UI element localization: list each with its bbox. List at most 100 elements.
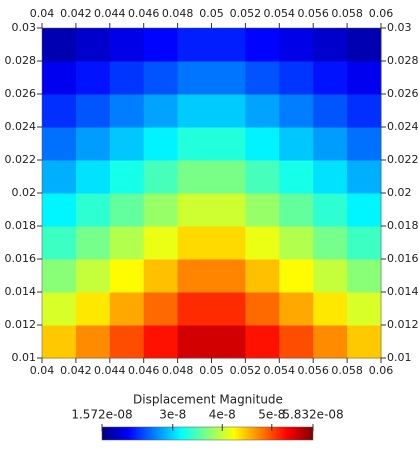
heatmap-cell bbox=[313, 226, 348, 260]
heatmap-cell bbox=[279, 193, 314, 227]
heatmap-cell bbox=[143, 325, 179, 359]
heatmap-cell bbox=[109, 193, 145, 227]
heatmap-cell bbox=[42, 193, 77, 227]
heatmap-cell bbox=[75, 160, 111, 194]
heatmap-cell bbox=[75, 61, 111, 95]
heatmap-cell bbox=[279, 226, 314, 260]
y-tick-label: 0.026 bbox=[5, 87, 37, 100]
y-tick-label: 0.028 bbox=[387, 54, 419, 67]
x-tick-label: 0.058 bbox=[331, 364, 363, 377]
heatmap-cell bbox=[177, 94, 212, 128]
heatmap-cell bbox=[279, 325, 314, 359]
heatmap-cell bbox=[279, 28, 314, 62]
heatmap-cell bbox=[313, 292, 348, 326]
heatmap-cell bbox=[211, 292, 246, 326]
heatmap-cell bbox=[347, 94, 382, 128]
heatmap-cell bbox=[279, 292, 314, 326]
heatmap-cell bbox=[279, 160, 314, 194]
y-tick-label: 0.024 bbox=[387, 120, 419, 133]
heatmap-cell bbox=[313, 193, 348, 227]
heatmap-cell bbox=[177, 226, 212, 260]
heatmap-cell bbox=[177, 325, 212, 359]
heatmap-cell bbox=[177, 28, 212, 62]
heatmap-cell bbox=[177, 259, 212, 293]
y-tick-label: 0.014 bbox=[387, 285, 419, 298]
heatmap-cell bbox=[75, 292, 111, 326]
x-tick-label: 0.058 bbox=[331, 7, 363, 20]
x-tick-label: 0.044 bbox=[94, 364, 126, 377]
heatmap-cell bbox=[75, 127, 111, 161]
heatmap-cell bbox=[42, 160, 77, 194]
heatmap-cell bbox=[279, 259, 314, 293]
x-tick-label: 0.048 bbox=[162, 364, 194, 377]
x-tick-label: 0.04 bbox=[30, 364, 55, 377]
heatmap-cell bbox=[109, 160, 145, 194]
x-tick-label: 0.06 bbox=[369, 364, 394, 377]
heatmap-cell bbox=[75, 325, 111, 359]
heatmap-cell bbox=[279, 61, 314, 95]
heatmap-cell bbox=[313, 160, 348, 194]
heatmap-cell bbox=[109, 61, 145, 95]
heatmap-cell bbox=[211, 226, 246, 260]
heatmap-cell bbox=[313, 61, 348, 95]
y-tick-label: 0.02 bbox=[12, 186, 37, 199]
heatmap-cell bbox=[75, 226, 111, 260]
y-tick-label: 0.01 bbox=[12, 351, 37, 364]
x-tick-label: 0.056 bbox=[297, 364, 329, 377]
heatmap-cell bbox=[109, 259, 145, 293]
y-tick-label: 0.026 bbox=[387, 87, 419, 100]
y-tick-label: 0.028 bbox=[5, 54, 37, 67]
heatmap-cell bbox=[313, 259, 348, 293]
heatmap-cell bbox=[347, 160, 382, 194]
x-tick-label: 0.04 bbox=[30, 7, 55, 20]
x-tick-label: 0.044 bbox=[94, 7, 126, 20]
x-tick-label: 0.052 bbox=[230, 7, 262, 20]
heatmap-cell bbox=[211, 325, 246, 359]
heatmap-cell bbox=[245, 292, 280, 326]
heatmap-cell bbox=[109, 94, 145, 128]
heatmap-cell bbox=[177, 61, 212, 95]
colorbar-tick-label: 1.572e-08 bbox=[71, 408, 132, 422]
heatmap-cell bbox=[347, 325, 382, 359]
heatmap-cell bbox=[245, 127, 280, 161]
heatmap-cell bbox=[143, 94, 179, 128]
colorbar-tick-label: 4e-8 bbox=[209, 408, 236, 422]
x-tick-label: 0.054 bbox=[264, 7, 296, 20]
heatmap-cell bbox=[42, 127, 77, 161]
heatmap-cell bbox=[245, 226, 280, 260]
heatmap-cell bbox=[313, 325, 348, 359]
colorbar-tick-label: 5.832e-08 bbox=[282, 408, 343, 422]
y-tick-label: 0.014 bbox=[5, 285, 37, 298]
heatmap-cell bbox=[211, 28, 246, 62]
heatmap-cell bbox=[313, 127, 348, 161]
colorbar-tick-label: 3e-8 bbox=[159, 408, 186, 422]
heatmap-cell bbox=[143, 193, 179, 227]
heatmap-cell bbox=[313, 94, 348, 128]
heatmap-cell bbox=[245, 193, 280, 227]
heatmap-cell bbox=[143, 28, 179, 62]
x-tick-label: 0.042 bbox=[60, 7, 92, 20]
x-tick-label: 0.05 bbox=[199, 364, 224, 377]
y-tick-label: 0.03 bbox=[12, 21, 37, 34]
heatmap-cell bbox=[347, 259, 382, 293]
heatmap-cell bbox=[42, 292, 77, 326]
heatmap-cell bbox=[143, 61, 179, 95]
heatmap-cell bbox=[211, 193, 246, 227]
y-tick-label: 0.018 bbox=[5, 219, 37, 232]
heatmap-cell bbox=[109, 226, 145, 260]
y-tick-label: 0.016 bbox=[387, 252, 419, 265]
heatmap-cell bbox=[42, 94, 77, 128]
heatmap-cell bbox=[347, 28, 382, 62]
heatmap-cell bbox=[42, 226, 77, 260]
heatmap-cell bbox=[245, 325, 280, 359]
heatmap-cell bbox=[177, 127, 212, 161]
x-tick-label: 0.042 bbox=[60, 364, 92, 377]
heatmap-cell bbox=[143, 226, 179, 260]
heatmap-cell bbox=[109, 127, 145, 161]
y-tick-label: 0.022 bbox=[387, 153, 419, 166]
heatmap-cell bbox=[42, 259, 77, 293]
heatmap-cell bbox=[245, 160, 280, 194]
y-tick-label: 0.024 bbox=[5, 120, 37, 133]
heatmap-cell bbox=[109, 325, 145, 359]
heatmap-cell bbox=[211, 61, 246, 95]
